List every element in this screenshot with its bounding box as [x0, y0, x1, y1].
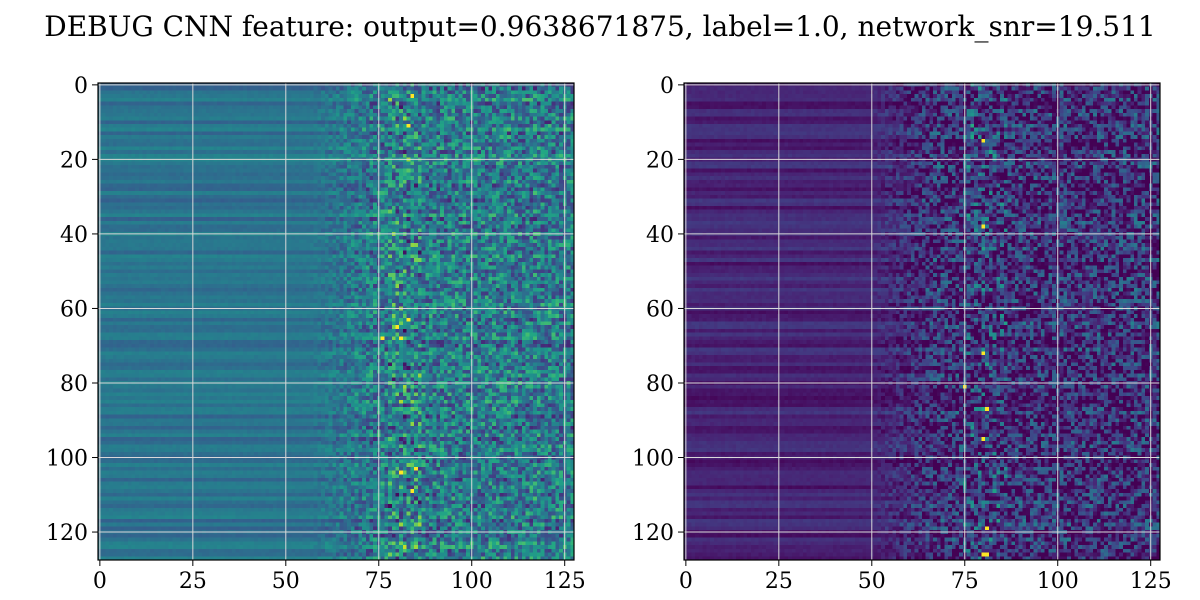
y-tick-label: 60 — [646, 297, 674, 322]
y-tick-label: 40 — [60, 223, 88, 248]
y-tick-label: 80 — [60, 372, 88, 397]
x-tick-label: 75 — [951, 569, 979, 594]
axes-frame — [97, 82, 575, 561]
heatmap-panel-left: 0 25 50 75 100 125 0 20 40 60 80 100 120 — [46, 74, 586, 594]
y-tick-label: 120 — [632, 521, 674, 546]
heatmap-image — [684, 83, 1160, 560]
figure-title: DEBUG CNN feature: output=0.9638671875, … — [44, 10, 1156, 43]
x-tick-label: 0 — [93, 569, 107, 594]
x-tick-label: 0 — [679, 569, 693, 594]
x-tick-label: 125 — [544, 569, 586, 594]
y-tick-label: 100 — [632, 447, 674, 472]
x-tick-label: 25 — [179, 569, 207, 594]
y-tick-label: 120 — [46, 521, 88, 546]
x-tick-label: 75 — [365, 569, 393, 594]
y-tick-label: 100 — [46, 447, 88, 472]
heatmap-panel-right: 0 25 50 75 100 125 0 20 40 60 80 100 120 — [632, 74, 1172, 594]
y-tick-label: 40 — [646, 223, 674, 248]
y-tick-label: 20 — [646, 148, 674, 173]
x-tick-label: 100 — [451, 569, 493, 594]
y-tick-label: 0 — [74, 74, 88, 99]
y-tick-label: 60 — [60, 297, 88, 322]
x-tick-label: 25 — [765, 569, 793, 594]
x-tick-label: 100 — [1037, 569, 1079, 594]
heatmap-image — [98, 83, 574, 560]
x-tick-label: 50 — [858, 569, 886, 594]
y-tick-label: 0 — [660, 74, 674, 99]
x-tick-label: 125 — [1130, 569, 1172, 594]
x-tick-label: 50 — [272, 569, 300, 594]
y-tick-label: 20 — [60, 148, 88, 173]
axes-frame — [683, 82, 1161, 561]
y-tick-label: 80 — [646, 372, 674, 397]
